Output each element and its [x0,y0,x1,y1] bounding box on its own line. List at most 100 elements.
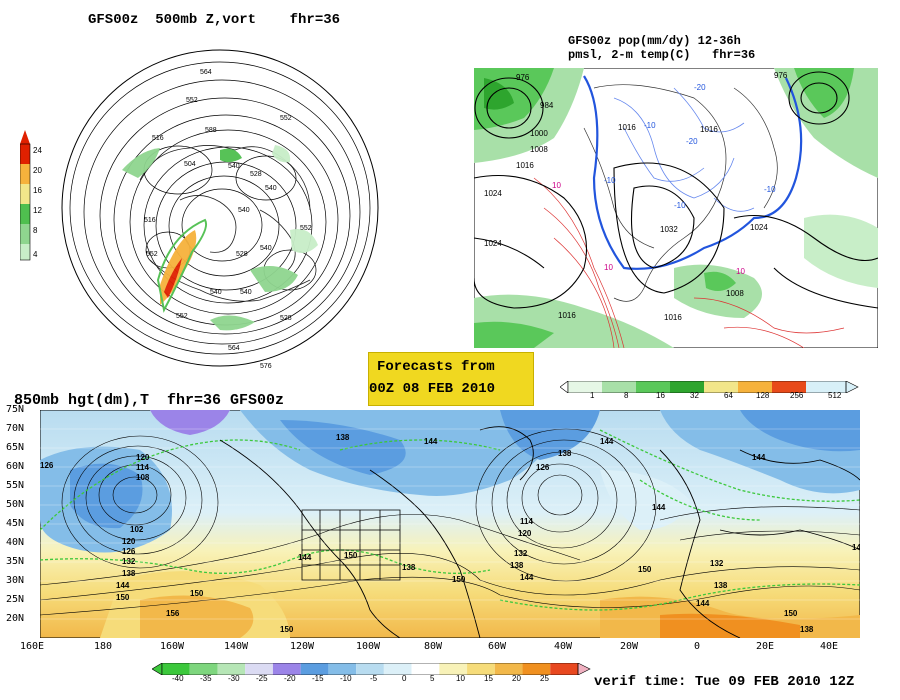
colorbar-swatch [20,164,30,184]
colorbar-swatch [494,663,523,675]
lat-label: 70N [6,423,25,434]
contour-label: 528 [236,251,248,258]
height-label: 144 [116,581,130,590]
colorbar-tick: 5 [430,674,435,683]
contour-label: 540 [228,163,240,170]
colorbar-swatch [20,224,30,244]
colorbar-swatch [439,663,468,675]
height-label: 138 [122,569,136,578]
height-label: 144 [520,573,534,582]
isobar-label: 1016 [618,123,636,132]
colorbar-swatch [411,663,440,675]
colorbar-tick: 25 [540,674,549,683]
height-label: 126 [122,547,136,556]
panel-850mb-title: 850mb hgt(dm),T fhr=36 GFS00z [14,392,285,409]
isobar-label: 1032 [660,225,678,234]
height-label: 150 [452,575,466,584]
lat-label: 20N [6,613,25,624]
panel-precip-title-line1: GFS00z pop(mm/dy) 12-36h [568,34,741,48]
isobar-label: 1000 [530,129,548,138]
height-label: 138 [510,561,524,570]
contour-label: 540 [260,245,272,252]
height-label: 144 [424,437,438,446]
lon-axis: 160E 180 160W 140W 120W 100W 80W 60W 40W… [20,641,880,655]
colorbar-tick: -20 [284,674,296,683]
temp-label: -10 [644,121,656,130]
isobar-label: 1016 [664,313,682,322]
colorbar-tick: 128 [756,391,770,400]
lon-label: 20E [756,641,775,652]
height-label: 138 [558,449,572,458]
height-label: 120 [136,453,150,462]
contour-label: 516 [152,135,164,142]
colorbar-swatch [300,663,329,675]
lat-label: 55N [6,480,25,491]
colorbar-tick: -40 [172,674,184,683]
colorbar-swatch [217,663,246,675]
colorbar-swatch [356,663,384,675]
colorbar-swatch [670,381,704,393]
height-label: 138 [402,563,416,572]
colorbar-swatch [704,381,738,393]
lon-label: 20W [620,641,639,652]
height-label: 132 [514,549,528,558]
temp-label: -20 [694,83,706,92]
isobar-label: 1016 [516,161,534,170]
colorbar-swatch [189,663,218,675]
colorbar-tick: 8 [624,391,629,400]
height-label: 150 [190,589,204,598]
lat-label: 25N [6,594,25,605]
colorbar-tick: 256 [790,391,804,400]
colorbar-swatch [20,184,30,204]
panel-precip-title-line2: pmsl, 2-m temp(C) fhr=36 [568,48,756,62]
colorbar-precip: 1 8 16 32 64 128 256 512 [559,378,860,402]
verif-time: verif time: Tue 09 FEB 2010 12Z [594,674,855,690]
height-label: 144 [696,599,710,608]
colorbar-swatch [602,381,636,393]
colorbar-swatch [738,381,772,393]
height-label: 144 [298,553,312,562]
isobar-label: 1024 [750,223,768,232]
height-label: 120 [122,537,136,546]
colorbar-850mb-swatches [151,662,591,676]
colorbar-tick: -35 [200,674,212,683]
colorbar-tick: 32 [690,391,699,400]
panel-500mb-map: 564 552 516 588 552 504 540 528 540 516 … [61,49,379,370]
height-label: 114 [520,517,533,526]
colorbar-tick: 16 [33,186,42,195]
height-label: 150 [116,593,130,602]
contour-label: 576 [260,363,272,370]
contour-label: 564 [200,69,212,76]
height-label: 144 [852,543,860,552]
colorbar-swatch [806,381,846,393]
colorbar-tick: 4 [33,250,38,259]
forecast-box: Forecasts from 00Z 08 FEB 2010 [368,352,534,406]
height-label: 108 [136,473,150,482]
colorbar-850mb: -40 -35 -30 -25 -20 -15 -10 -5 0 5 10 15… [151,660,592,690]
contour-label: 552 [146,251,158,258]
height-label: 156 [166,609,180,618]
lat-label: 45N [6,518,25,529]
colorbar-swatch [467,663,495,675]
colorbar-tick: -5 [370,674,378,683]
height-label: 114 [136,463,149,472]
lat-label: 65N [6,442,25,453]
contour-label: 528 [250,171,262,178]
lon-label: 40W [554,641,573,652]
forecast-box-line2: 00Z 08 FEB 2010 [369,381,496,397]
lat-label: 40N [6,537,25,548]
contour-label: 528 [280,315,292,322]
height-label: 150 [280,625,294,634]
colorbar-swatch [568,381,602,393]
lat-label: 35N [6,556,25,567]
colorbar-swatch [272,663,301,675]
lon-label: 140W [224,641,249,652]
colorbar-tick: 64 [724,391,733,400]
contour-label: 552 [300,225,312,232]
height-label: 144 [752,453,766,462]
height-label: 132 [122,557,136,566]
temp-label: 10 [736,267,745,276]
colorbar-swatch [550,663,578,675]
contour-label: 540 [238,207,250,214]
colorbar-tick: 20 [512,674,521,683]
